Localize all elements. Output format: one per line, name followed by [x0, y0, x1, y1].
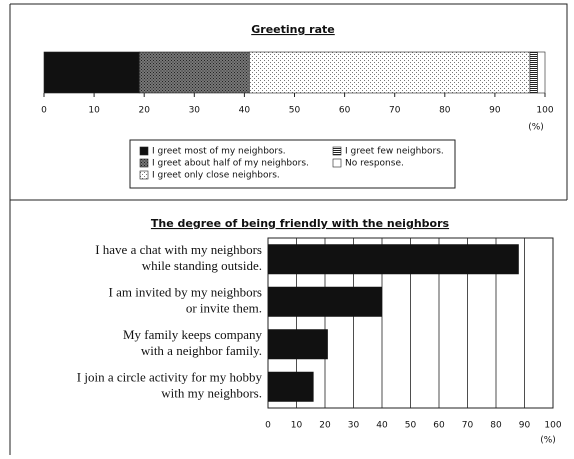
x-tick-label: 20 — [138, 106, 150, 116]
bar — [268, 286, 382, 317]
legend-swatch — [139, 146, 149, 156]
x-tick-label: 90 — [489, 106, 501, 116]
legend-swatch — [139, 170, 149, 180]
category-label: I am invited by my neighbors — [109, 285, 262, 300]
chart-title: Greeting rate — [251, 23, 335, 36]
category-label: while standing outside. — [142, 258, 262, 273]
bar-segment — [138, 51, 250, 94]
x-tick-label: 0 — [265, 421, 271, 431]
category-label: or invite them. — [186, 301, 262, 316]
bar — [268, 329, 328, 360]
legend-box — [129, 139, 456, 189]
x-tick-label: 40 — [239, 106, 251, 116]
legend-label: I greet only close neighbors. — [152, 171, 280, 181]
x-tick-label: 50 — [289, 106, 301, 116]
legend-swatch — [332, 146, 342, 156]
x-tick-label: 30 — [189, 106, 201, 116]
legend-swatch — [139, 158, 149, 168]
x-tick-label: 10 — [291, 421, 303, 431]
bar — [268, 371, 314, 402]
category-label: with my neighbors. — [161, 386, 262, 401]
legend-label: I greet few neighbors. — [345, 147, 444, 157]
category-label: with a neighbor family. — [141, 343, 262, 358]
x-tick-label: 70 — [462, 421, 474, 431]
x-tick-label: 50 — [405, 421, 417, 431]
x-tick-label: 40 — [376, 421, 388, 431]
legend-label: I greet most of my neighbors. — [152, 147, 286, 157]
x-tick-label: 80 — [490, 421, 502, 431]
frame — [9, 3, 568, 455]
bar-segment — [43, 51, 140, 94]
x-tick-label: 60 — [339, 106, 351, 116]
plot-frame — [267, 237, 554, 409]
x-tick-label: 100 — [544, 421, 561, 431]
x-unit: (%) — [540, 436, 556, 446]
x-unit: (%) — [528, 123, 544, 133]
bar — [268, 244, 519, 275]
category-label: I have a chat with my neighbors — [95, 242, 262, 257]
x-tick-label: 10 — [88, 106, 100, 116]
x-tick-label: 60 — [433, 421, 445, 431]
bar-segment — [249, 51, 531, 94]
bar-segment — [529, 51, 538, 94]
x-tick-label: 0 — [41, 106, 47, 116]
chart-title: The degree of being friendly with the ne… — [151, 217, 450, 230]
x-tick-label: 80 — [439, 106, 451, 116]
x-tick-label: 30 — [348, 421, 360, 431]
x-tick-label: 20 — [319, 421, 331, 431]
category-label: I join a circle activity for my hobby — [77, 370, 263, 385]
x-tick-label: 90 — [519, 421, 531, 431]
bar-segment — [537, 51, 546, 94]
legend-label: I greet about half of my neighbors. — [152, 159, 309, 169]
legend-swatch — [332, 158, 342, 168]
x-tick-label: 70 — [389, 106, 401, 116]
category-label: My family keeps company — [123, 327, 262, 342]
legend-label: No response. — [345, 159, 404, 169]
x-tick-label: 100 — [536, 106, 553, 116]
